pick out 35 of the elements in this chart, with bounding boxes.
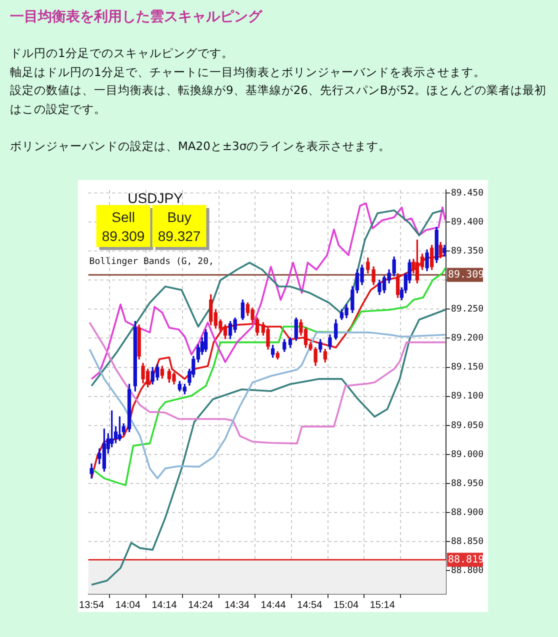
y-tick-label: 89.150 [451, 362, 484, 373]
y-tick-label: 88.800 [451, 566, 484, 576]
chart-subtitle: ドル円の1分足でのスキャルピングです。 [10, 45, 234, 62]
x-tick-label: 13:54 [79, 600, 104, 611]
y-tick-label: 89.250 [451, 304, 484, 315]
chart-title: 一目均衡表を利用した雲スキャルピング [10, 8, 262, 26]
x-tick-label: 15:04 [334, 600, 359, 611]
annotation: Bollinger Bands (G, 20, [89, 257, 214, 267]
x-tick-label: 14:14 [152, 600, 178, 611]
x-tick-label: 15:14 [370, 600, 396, 611]
y-tick-label: 88.850 [451, 537, 484, 548]
y-tick-label: 89.000 [451, 450, 484, 460]
y-tick-label: 89.200 [451, 334, 484, 344]
ref-line-label: 88.819 [448, 554, 484, 566]
y-tick-label: 89.100 [451, 392, 484, 402]
y-tick-label: 88.950 [451, 478, 484, 489]
y-tick-label: 88.900 [451, 508, 484, 518]
annotation: 89.327 [158, 228, 201, 244]
annotation: Buy [167, 209, 192, 225]
y-tick-label: 89.400 [451, 217, 484, 228]
x-tick-label: 14:54 [297, 600, 323, 611]
y-tick-label: 89.050 [451, 420, 484, 431]
x-tick-label: 14:44 [260, 600, 286, 611]
text: 軸足はドル円の1分足で、チャートに一目均衡表とボリンジャーバンドを表示させます。 [10, 64, 486, 80]
ref-line-label: 89.309 [448, 269, 484, 280]
annotation: Sell [112, 209, 135, 225]
text: 設定の数値は、一目均衡表は、転換線が9、基準線が26、先行スパンBが52。ほとんどの業者は最初はこの設定です。 [10, 82, 548, 118]
annotation: 89.309 [102, 228, 145, 244]
x-tick-label: 14:34 [224, 600, 250, 611]
x-tick-label: 14:04 [115, 600, 141, 611]
y-tick-label: 89.450 [451, 188, 484, 198]
x-tick-label: 14:24 [188, 600, 214, 611]
y-tick-label: 89.350 [451, 246, 484, 256]
text: ボリンジャーバンドの設定は、MA20と±3σのラインを表示させます。 [10, 138, 392, 154]
annotation: USDJPY [128, 190, 184, 206]
